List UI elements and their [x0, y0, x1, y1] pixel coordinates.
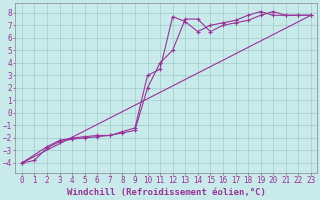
X-axis label: Windchill (Refroidissement éolien,°C): Windchill (Refroidissement éolien,°C) — [67, 188, 266, 197]
